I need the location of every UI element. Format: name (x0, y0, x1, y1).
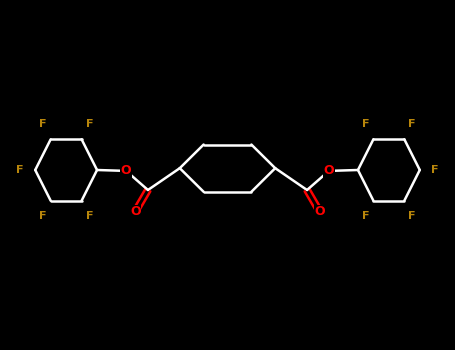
Text: O: O (314, 205, 325, 218)
Text: F: F (362, 211, 369, 221)
Text: F: F (86, 119, 93, 129)
Text: F: F (362, 119, 369, 129)
Text: F: F (431, 165, 439, 175)
Text: O: O (324, 164, 334, 177)
Text: F: F (39, 119, 47, 129)
Text: O: O (130, 205, 141, 218)
Text: F: F (408, 119, 416, 129)
Text: F: F (16, 165, 24, 175)
Text: F: F (39, 211, 47, 221)
Text: F: F (408, 211, 416, 221)
Text: O: O (121, 164, 131, 177)
Text: F: F (86, 211, 93, 221)
